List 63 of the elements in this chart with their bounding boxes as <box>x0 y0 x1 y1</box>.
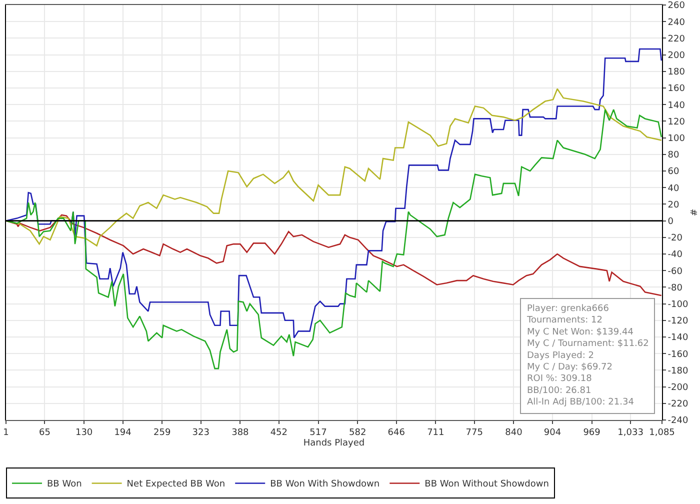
annotation: Tournaments: 12 <box>526 316 603 326</box>
y-tick-label: 240 <box>668 18 686 28</box>
y-tick-label: 160 <box>668 84 686 94</box>
y-tick-label: -100 <box>668 300 688 310</box>
legend-label: Net Expected BB Won <box>126 480 226 490</box>
line-series <box>6 214 662 296</box>
line-series <box>6 88 662 246</box>
x-tick-label: 775 <box>466 428 483 438</box>
x-tick-label: 65 <box>39 428 50 438</box>
line-series <box>6 108 662 370</box>
y-axis-title: # <box>690 208 700 216</box>
y-tick-label: 40 <box>668 184 680 194</box>
legend-label: BB Won <box>47 480 82 490</box>
annotation: ROI %: 309.18 <box>527 374 592 384</box>
y-tick-label: 140 <box>668 100 686 111</box>
y-tick-label: -160 <box>668 350 688 360</box>
y-tick-label: -80 <box>668 283 683 294</box>
x-tick-label: 452 <box>270 428 288 438</box>
annotation: My C / Day: $69.72 <box>527 362 612 372</box>
y-tick-label: -120 <box>668 316 688 327</box>
y-tick-label: -180 <box>668 366 688 376</box>
y-tick-label: 100 <box>668 134 686 144</box>
x-tick-label: 388 <box>232 428 250 438</box>
x-tick-label: 259 <box>154 428 171 438</box>
x-tick-label: 517 <box>310 428 327 438</box>
y-tick-label: 200 <box>668 50 686 61</box>
x-tick-label: 130 <box>75 428 93 438</box>
x-axis-title: Hands Played <box>303 438 365 449</box>
annotation: All-In Adj BB/100: 21.34 <box>527 398 634 408</box>
x-tick-label: 1,033 <box>618 428 644 438</box>
y-tick-label: -20 <box>668 234 683 244</box>
x-tick-label: 969 <box>583 428 601 438</box>
y-tick-label: -200 <box>668 382 688 393</box>
y-tick-label: -220 <box>668 400 688 410</box>
y-tick-label: 0 <box>668 216 674 227</box>
x-tick-label: 711 <box>427 428 444 438</box>
y-tick-label: 260 <box>668 1 686 12</box>
x-tick-label: 646 <box>388 428 406 438</box>
y-tick-label: 80 <box>668 150 680 161</box>
x-tick-label: 582 <box>349 428 366 438</box>
legend-label: BB Won Without Showdown <box>424 480 549 490</box>
line-series <box>6 48 662 338</box>
y-tick-label: 220 <box>668 34 686 44</box>
annotation: Days Played: 2 <box>527 350 594 361</box>
legend-label: BB Won With Showdown <box>270 480 380 490</box>
x-tick-label: 904 <box>544 428 562 438</box>
x-tick-label: 1,085 <box>649 428 675 438</box>
x-tick-label: 840 <box>505 428 523 438</box>
annotation: My C Net Won: $139.44 <box>527 327 634 338</box>
y-tick-label: 20 <box>668 200 680 210</box>
y-tick-label: -140 <box>668 333 688 344</box>
annotation: Player: grenka666 <box>527 304 610 314</box>
annotation: My C / Tournament: $11.62 <box>527 339 649 350</box>
x-tick-label: 1 <box>3 428 9 438</box>
y-tick-label: 180 <box>668 68 686 78</box>
annotation: BB/100: 26.81 <box>527 386 592 396</box>
x-tick-label: 323 <box>192 428 210 438</box>
y-tick-label: 120 <box>668 117 686 128</box>
y-tick-label: -40 <box>668 250 683 260</box>
x-tick-label: 194 <box>114 428 132 438</box>
y-tick-label: -60 <box>668 266 683 277</box>
y-tick-label: 60 <box>668 167 680 178</box>
y-tick-label: -240 <box>668 416 688 426</box>
